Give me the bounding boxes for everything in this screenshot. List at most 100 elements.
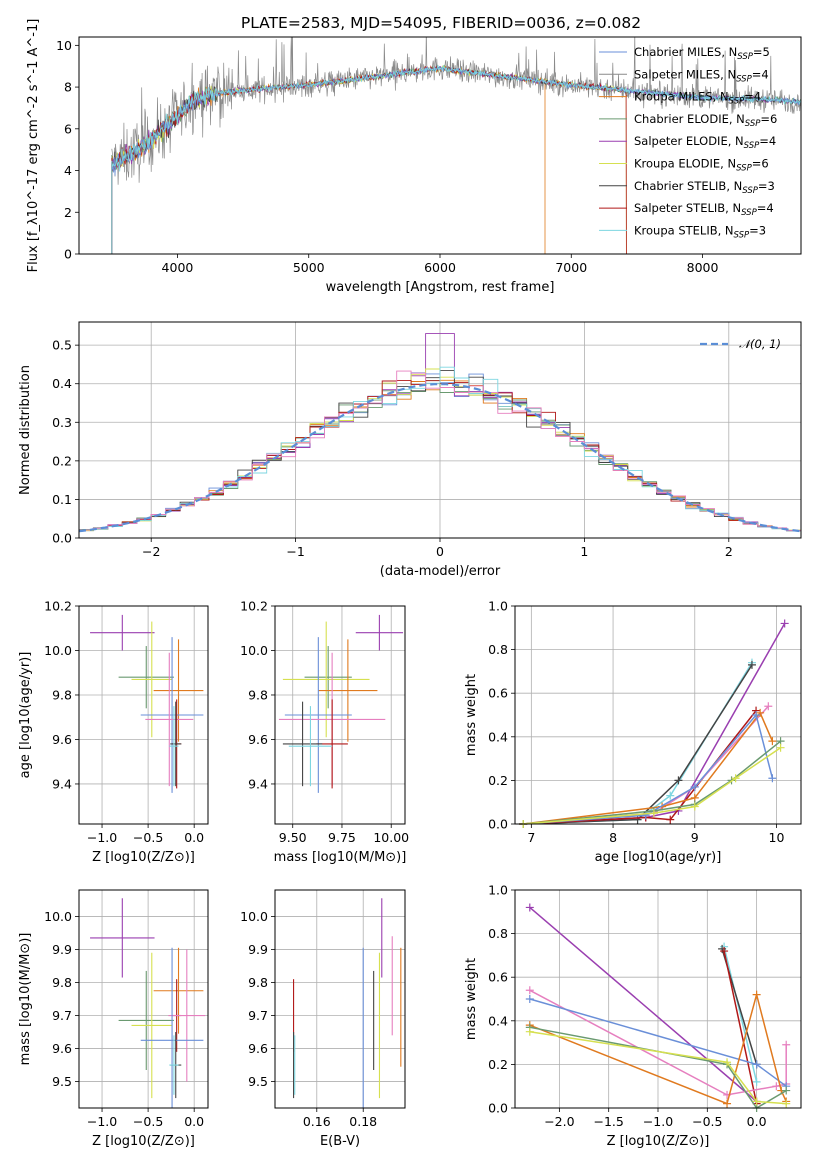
y-tick-label: 0.0 [488, 817, 508, 832]
x-tick-label: 0 [436, 544, 444, 559]
plus-marker [756, 708, 765, 717]
x-tick-label: 0.0 [184, 1114, 204, 1129]
y-axis-label: mass [log10(M/M⊙)] [18, 933, 33, 1066]
y-tick-label: 10.2 [240, 599, 268, 614]
y-tick-label: 0.1 [52, 492, 72, 507]
x-axis-label: Z [log10(Z/Z⊙)] [92, 1134, 195, 1149]
plus-marker [768, 737, 777, 746]
error-bar-point [140, 637, 204, 793]
series-line [523, 740, 782, 824]
series-line [529, 1026, 787, 1108]
age-vs-mass-panel: 9.50 9.75 10.00 9.4 9.6 9.8 10.0 10.2 mass [log1… [240, 599, 409, 866]
y-tick-label: 9.5 [52, 1074, 72, 1089]
plus-marker [674, 776, 683, 785]
x-tick-label: 9.75 [328, 830, 356, 845]
error-bar-point [140, 947, 204, 1108]
y-tick-label: 0.3 [52, 415, 72, 430]
legend-label: 𝒩(0, 1) [739, 337, 781, 351]
y-tick-label: 0.8 [488, 642, 508, 657]
plus-marker [768, 774, 777, 783]
spectrum-line-salpeter-stelib [111, 65, 627, 254]
y-tick-label: 10.0 [44, 643, 72, 658]
y-tick-label: 9.8 [52, 975, 72, 990]
series-line [523, 664, 753, 824]
error-bar-point [284, 637, 352, 793]
axes-frame [274, 889, 406, 1109]
x-tick-label: 5000 [293, 260, 325, 275]
x-tick-label: −1 [286, 544, 304, 559]
plus-marker [649, 809, 658, 818]
mass-weight-vs-Z-panel: −2.0 −1.5 −1.0 −0.5 0.0 0.0 0.2 0.4 0.6 0.8 1.0 Z [… [464, 883, 802, 1149]
x-tick-label: 0.18 [349, 1114, 377, 1129]
legend-label: Chabrier MILES, NSSP=5 [634, 45, 770, 62]
x-tick-label: 10 [769, 830, 785, 845]
y-tick-label: 0 [64, 247, 72, 262]
plus-marker [731, 774, 740, 783]
y-tick-label: 9.8 [52, 687, 72, 702]
spectrum-line-kroupa-miles [111, 65, 546, 254]
x-axis-label: mass [log10(M/M⊙)] [274, 850, 407, 865]
y-tick-label: 10.0 [240, 643, 268, 658]
x-tick-label: −0.5 [133, 830, 163, 845]
spectrum-line-salpeter-miles [111, 37, 801, 185]
residuals-panel: −2 −1 0 1 2 0.0 0.1 0.2 0.3 0.4 0.5 (data-model)/er… [18, 321, 802, 579]
legend-label: Chabrier STELIB, NSSP=3 [634, 179, 775, 196]
x-tick-label: 0.0 [184, 830, 204, 845]
y-tick-label: 0.8 [488, 926, 508, 941]
plus-marker [782, 1040, 791, 1049]
y-tick-label: 0.6 [488, 686, 508, 701]
age-vs-Z-panel: −1.0 −0.5 0.0 9.4 9.6 9.8 10.0 10.2 Z [log10(Z/Z… [18, 599, 209, 865]
series-line [523, 662, 753, 824]
legend-label: Chabrier ELODIE, NSSP=6 [634, 112, 777, 129]
error-bar-point [145, 652, 194, 787]
plus-marker [782, 1086, 791, 1095]
error-bar-point [153, 639, 204, 742]
y-tick-label: 4 [64, 163, 72, 178]
error-bar-point [90, 614, 155, 651]
plus-marker [525, 903, 534, 912]
legend-label: Kroupa ELODIE, NSSP=6 [634, 157, 769, 174]
error-bar-point [118, 970, 174, 1071]
y-tick-label: 9.5 [248, 1074, 268, 1089]
legend-label: Kroupa MILES, NSSP=4 [634, 90, 761, 107]
spectrum-line-kroupa-elodie [111, 65, 627, 254]
plus-marker [633, 815, 642, 824]
series-line [723, 946, 758, 1082]
plus-marker [666, 791, 675, 800]
plus-marker [780, 619, 789, 628]
plus-marker [764, 702, 773, 711]
legend-label: Kroupa STELIB, NSSP=3 [634, 223, 766, 240]
y-tick-label: 0.0 [488, 1101, 508, 1116]
x-tick-label: 10.00 [373, 830, 409, 845]
axes-frame [78, 36, 802, 255]
spectrum-legend: Chabrier MILES, NSSP=5 Salpeter MILES, NS… [599, 45, 777, 240]
plus-marker [525, 986, 534, 995]
x-tick-label: −2 [142, 544, 160, 559]
x-axis-label: wavelength [Angstrom, rest frame] [326, 280, 555, 295]
plus-marker [752, 711, 761, 719]
x-tick-label: 9 [691, 830, 699, 845]
error-bar-point [282, 621, 370, 738]
axes-frame [514, 605, 802, 825]
plus-marker [747, 660, 756, 669]
x-tick-label: 0.0 [747, 1114, 767, 1129]
spectrum-line-kroupa-stelib [111, 64, 801, 254]
y-tick-label: 10 [56, 38, 72, 53]
histogram-kroupa-stelib [79, 366, 801, 533]
x-tick-label: −2.0 [544, 1114, 574, 1129]
error-bar-point [170, 701, 182, 787]
y-tick-label: 10.0 [44, 909, 72, 924]
x-tick-label: 1 [580, 544, 588, 559]
error-bar-point [169, 706, 179, 787]
error-bar-point [118, 646, 174, 709]
series-line [523, 711, 774, 824]
error-bar-point [282, 701, 323, 787]
mass-vs-Z-panel: −1.0 −0.5 0.0 9.5 9.6 9.7 9.8 9.9 10.0 Z [log10(Z… [18, 889, 209, 1149]
plus-marker [772, 1082, 781, 1091]
y-tick-label: 9.8 [248, 975, 268, 990]
plus-marker [525, 995, 534, 1003]
y-tick-label: 1.0 [488, 883, 508, 898]
x-tick-label: −1.5 [594, 1114, 624, 1129]
